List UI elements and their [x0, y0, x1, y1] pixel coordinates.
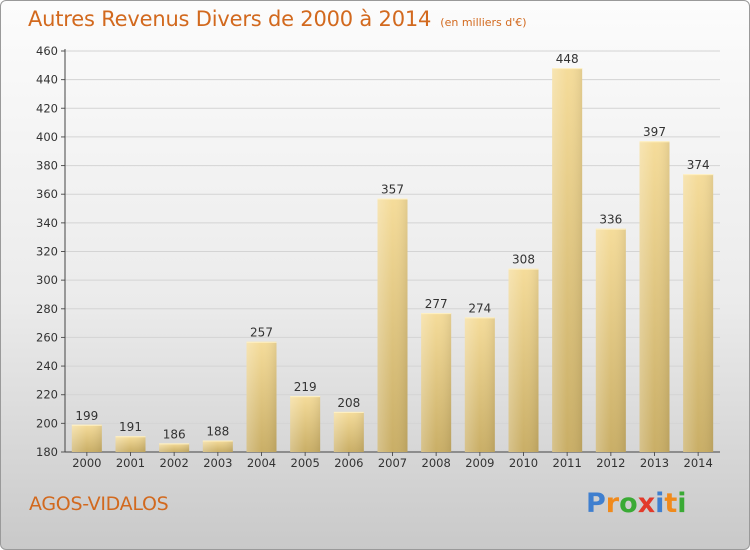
bar-shade-2005 — [290, 396, 321, 452]
y-tick-label: 360 — [36, 187, 58, 201]
logo-letter: P — [586, 488, 606, 519]
y-tick-label: 460 — [36, 44, 58, 58]
logo-letter: r — [605, 488, 620, 519]
logo-letter: o — [619, 488, 638, 519]
x-tick-label-2001: 2001 — [116, 456, 145, 470]
y-tick-label: 400 — [36, 130, 58, 144]
bar-shade-2004 — [246, 341, 277, 452]
value-label-2006: 208 — [337, 396, 360, 410]
y-tick-label: 180 — [36, 445, 58, 459]
value-label-2007: 357 — [381, 183, 404, 197]
bar-shade-2001 — [115, 436, 146, 452]
value-label-2011: 448 — [556, 52, 579, 66]
x-tick-label-2014: 2014 — [684, 456, 713, 470]
logo-letter: t — [664, 488, 678, 519]
x-tick-label-2005: 2005 — [291, 456, 320, 470]
x-tick-label-2003: 2003 — [203, 456, 232, 470]
bar-shade-2014 — [683, 174, 714, 452]
y-tick-label: 200 — [36, 416, 58, 430]
value-label-2014: 374 — [687, 158, 710, 172]
logo-letter: x — [637, 488, 656, 519]
x-tick-label-2008: 2008 — [422, 456, 451, 470]
value-label-2001: 191 — [119, 420, 142, 434]
logo-letter: i — [655, 488, 665, 519]
proxiti-logo: Proxiti — [586, 488, 687, 519]
value-label-2013: 397 — [643, 125, 666, 139]
y-tick-label: 300 — [36, 273, 58, 287]
x-tick-label-2011: 2011 — [553, 456, 582, 470]
bar-shade-2000 — [71, 424, 102, 452]
bar-shade-2002 — [159, 443, 190, 452]
value-label-2010: 308 — [512, 253, 535, 267]
y-tick-label: 220 — [36, 388, 58, 402]
y-tick-label: 340 — [36, 216, 58, 230]
commune-name: AGOS-VIDALOS — [29, 493, 169, 515]
bar-shade-2006 — [333, 411, 364, 452]
chart-subtitle: (en milliers d'€) — [440, 16, 527, 29]
value-label-2012: 336 — [599, 213, 622, 227]
y-tick-label: 240 — [36, 359, 58, 373]
y-tick-label: 420 — [36, 101, 58, 115]
value-label-2004: 257 — [250, 326, 273, 340]
y-tick-label: 280 — [36, 302, 58, 316]
value-label-2005: 219 — [294, 380, 317, 394]
bar-shade-2009 — [464, 317, 495, 452]
y-tick-label: 440 — [36, 73, 58, 87]
chart-title-main: Autres Revenus Divers de 2000 à 2014 — [28, 7, 432, 31]
bar-shade-2012 — [595, 228, 626, 452]
x-tick-label-2012: 2012 — [596, 456, 625, 470]
x-tick-label-2010: 2010 — [509, 456, 538, 470]
value-label-2000: 199 — [75, 409, 98, 423]
x-tick-label-2000: 2000 — [72, 456, 101, 470]
logo-letter: i — [677, 488, 687, 519]
chart-title: Autres Revenus Divers de 2000 à 2014 (en… — [28, 7, 527, 31]
x-tick-label-2007: 2007 — [378, 456, 407, 470]
y-tick-label: 260 — [36, 330, 58, 344]
value-label-2008: 277 — [425, 297, 448, 311]
x-tick-label-2002: 2002 — [160, 456, 189, 470]
x-tick-label-2004: 2004 — [247, 456, 276, 470]
value-label-2003: 188 — [206, 425, 229, 439]
x-tick-label-2013: 2013 — [640, 456, 669, 470]
bar-shade-2007 — [377, 198, 408, 452]
y-tick-label: 320 — [36, 245, 58, 259]
x-tick-label-2006: 2006 — [334, 456, 363, 470]
x-tick-label-2009: 2009 — [465, 456, 494, 470]
value-label-2002: 186 — [163, 427, 186, 441]
bar-shade-2010 — [508, 268, 539, 452]
value-label-2009: 274 — [468, 301, 491, 315]
bar-shade-2003 — [202, 440, 233, 452]
bar-shade-2008 — [421, 313, 452, 452]
y-tick-label: 380 — [36, 159, 58, 173]
bar-shade-2011 — [552, 68, 583, 452]
bar-shade-2013 — [639, 141, 670, 452]
